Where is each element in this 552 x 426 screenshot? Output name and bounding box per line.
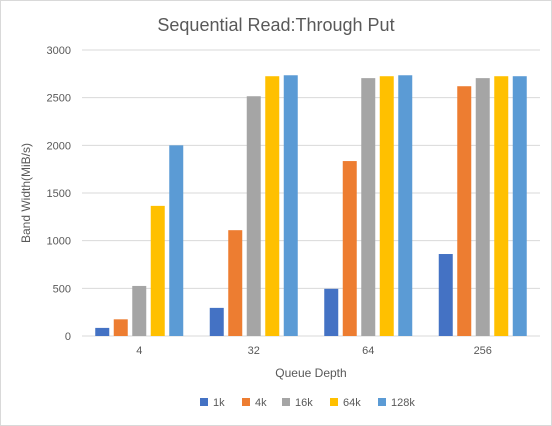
bar-128k-64 [398, 75, 413, 336]
y-tick-label: 2000 [47, 140, 71, 152]
y-tick-label: 2500 [47, 93, 71, 105]
legend-swatch [242, 398, 250, 406]
y-tick-label: 500 [53, 283, 71, 295]
bar-16k-256 [475, 78, 490, 336]
bar-16k-32 [246, 96, 261, 336]
y-axis-title: Band Width(MiB/s) [19, 143, 33, 243]
bar-1k-64 [324, 288, 339, 336]
bar-16k-64 [361, 78, 376, 336]
x-tick-label: 32 [248, 345, 260, 357]
x-tick-label: 256 [474, 345, 492, 357]
legend-swatch [378, 398, 386, 406]
legend-label: 64k [343, 397, 361, 409]
bar-128k-4 [169, 145, 184, 336]
bar-16k-4 [132, 285, 147, 336]
y-tick-label: 3000 [47, 45, 71, 57]
legend-item-128k: 128k [378, 397, 415, 409]
bar-64k-256 [494, 76, 509, 336]
bar-64k-64 [379, 76, 394, 336]
bar-4k-32 [228, 230, 243, 336]
bar-4k-4 [113, 319, 128, 336]
chart-title: Sequential Read:Through Put [157, 15, 394, 35]
y-tick-label: 1000 [47, 236, 71, 248]
bar-128k-256 [512, 76, 527, 336]
legend-item-4k: 4k [242, 397, 267, 409]
legend: 1k 4k 16k 64k 128k [200, 397, 415, 409]
bar-64k-32 [265, 76, 280, 336]
legend-label: 16k [295, 397, 313, 409]
bar-128k-32 [283, 75, 298, 336]
y-tick-label: 1500 [47, 188, 71, 200]
bar-4k-64 [342, 161, 357, 336]
x-axis-title: Queue Depth [275, 366, 346, 380]
gridlines [82, 49, 540, 289]
legend-swatch [330, 398, 338, 406]
bars [95, 75, 527, 336]
x-tick-label: 4 [136, 345, 142, 357]
bar-1k-256 [438, 254, 453, 336]
legend-item-16k: 16k [282, 397, 313, 409]
bar-1k-4 [95, 327, 110, 336]
x-tick-label: 64 [362, 345, 374, 357]
bar-64k-4 [150, 205, 165, 336]
y-axis-ticks: 0 500 1000 1500 2000 2500 3000 [47, 45, 71, 343]
legend-swatch [282, 398, 290, 406]
legend-label: 1k [213, 397, 225, 409]
y-tick-label: 0 [65, 331, 71, 343]
legend-item-1k: 1k [200, 397, 225, 409]
x-axis-ticks: 4 32 64 256 [136, 345, 492, 357]
bar-1k-32 [209, 307, 224, 336]
bar-4k-256 [457, 86, 472, 336]
legend-label: 4k [255, 397, 267, 409]
legend-item-64k: 64k [330, 397, 361, 409]
legend-swatch [200, 398, 208, 406]
legend-label: 128k [391, 397, 415, 409]
